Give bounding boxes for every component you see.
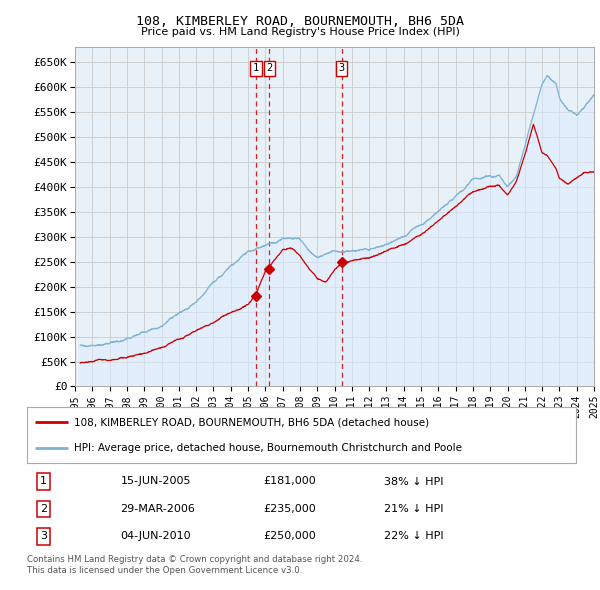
Text: HPI: Average price, detached house, Bournemouth Christchurch and Poole: HPI: Average price, detached house, Bour… xyxy=(74,443,461,453)
Text: £235,000: £235,000 xyxy=(263,504,316,514)
Text: 22% ↓ HPI: 22% ↓ HPI xyxy=(384,531,443,541)
Text: £181,000: £181,000 xyxy=(263,477,316,487)
Text: Price paid vs. HM Land Registry's House Price Index (HPI): Price paid vs. HM Land Registry's House … xyxy=(140,27,460,37)
Text: 38% ↓ HPI: 38% ↓ HPI xyxy=(384,477,443,487)
Text: 108, KIMBERLEY ROAD, BOURNEMOUTH, BH6 5DA: 108, KIMBERLEY ROAD, BOURNEMOUTH, BH6 5D… xyxy=(136,15,464,28)
Text: 21% ↓ HPI: 21% ↓ HPI xyxy=(384,504,443,514)
Text: 04-JUN-2010: 04-JUN-2010 xyxy=(121,531,191,541)
Text: 3: 3 xyxy=(338,63,345,73)
Text: 108, KIMBERLEY ROAD, BOURNEMOUTH, BH6 5DA (detached house): 108, KIMBERLEY ROAD, BOURNEMOUTH, BH6 5D… xyxy=(74,417,429,427)
Text: £250,000: £250,000 xyxy=(263,531,316,541)
Text: 2: 2 xyxy=(40,504,47,514)
Text: 1: 1 xyxy=(40,477,47,487)
Text: 3: 3 xyxy=(40,531,47,541)
Text: 15-JUN-2005: 15-JUN-2005 xyxy=(121,477,191,487)
Text: 1: 1 xyxy=(253,63,259,73)
Text: 29-MAR-2006: 29-MAR-2006 xyxy=(121,504,195,514)
Text: Contains HM Land Registry data © Crown copyright and database right 2024.
This d: Contains HM Land Registry data © Crown c… xyxy=(27,555,362,575)
Text: 2: 2 xyxy=(266,63,272,73)
